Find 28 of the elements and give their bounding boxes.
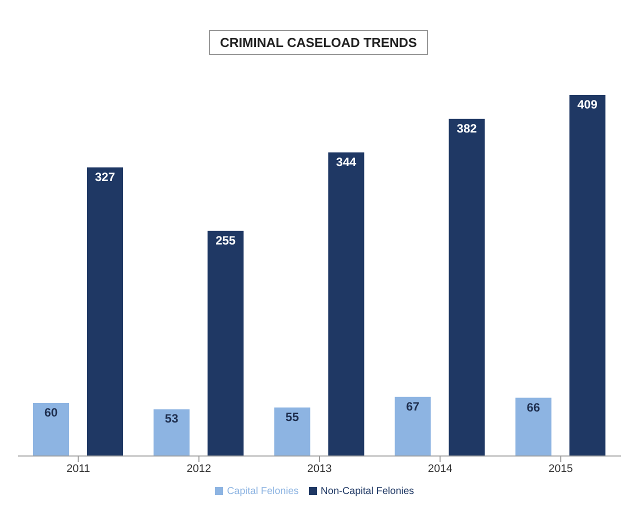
legend-label: Non-Capital Felonies <box>320 486 414 497</box>
data-label: 55 <box>286 410 300 424</box>
bar <box>274 407 310 456</box>
data-label: 67 <box>406 399 420 414</box>
bar <box>569 95 606 456</box>
data-label: 255 <box>216 233 236 248</box>
x-tick-label: 2013 <box>307 462 332 475</box>
x-tick-label: 2014 <box>428 462 452 475</box>
data-label: 344 <box>336 154 357 169</box>
bar <box>394 396 431 456</box>
data-label: 53 <box>164 412 179 426</box>
x-tick-label: 2012 <box>186 462 212 475</box>
bar <box>328 152 364 456</box>
chart-title: CRIMINAL CASELOAD TRENDS <box>209 30 428 55</box>
data-label: 327 <box>94 170 116 184</box>
bar <box>515 398 552 456</box>
bar <box>154 409 190 456</box>
x-tick-label: 2015 <box>548 462 573 475</box>
x-tick-label: 2011 <box>66 462 90 475</box>
bar <box>208 230 244 456</box>
data-label: 60 <box>44 406 58 420</box>
bar <box>87 167 123 456</box>
bar <box>448 118 485 456</box>
bar <box>33 403 69 456</box>
data-label: 66 <box>526 400 540 414</box>
data-label: 409 <box>577 98 598 112</box>
data-label: 382 <box>456 121 478 136</box>
legend-label: Capital Felonies <box>226 486 299 497</box>
